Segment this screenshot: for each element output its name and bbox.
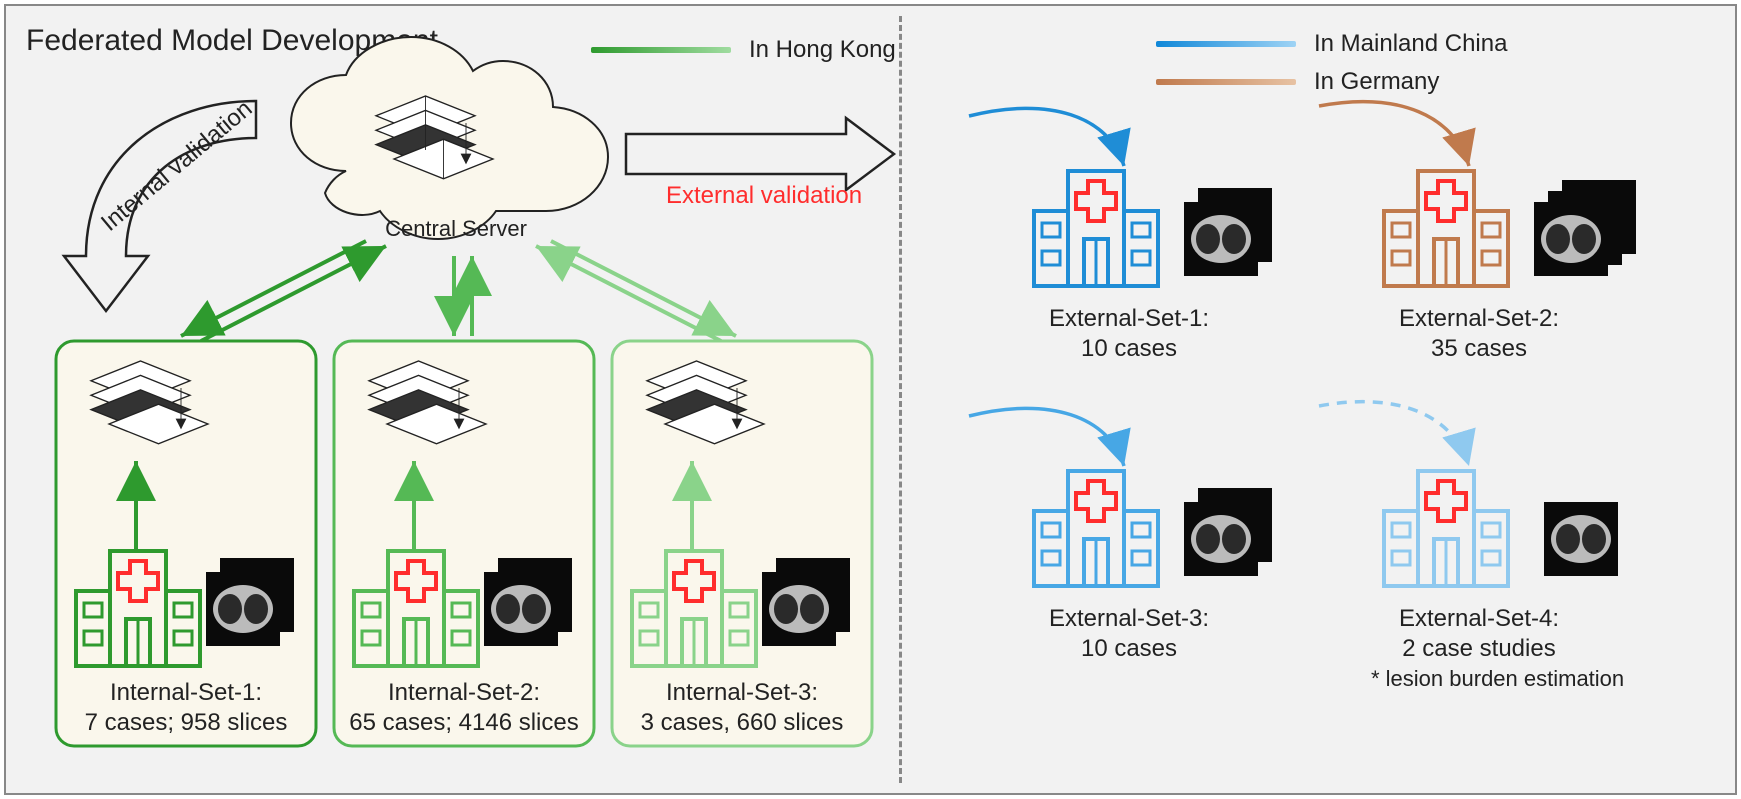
external4-label: External-Set-4: 2 case studies [1349,604,1609,664]
external-site-1 [1034,171,1272,286]
arrow-ext1 [969,108,1124,166]
internal2-label: Internal-Set-2: 65 cases; 4146 slices [334,678,594,738]
internal3-label: Internal-Set-3: 3 cases, 660 slices [612,678,872,738]
external2-label: External-Set-2: 35 cases [1349,304,1609,364]
figure-root: Federated Model Development In Hong Kong… [4,4,1737,795]
hospital-icon [1034,171,1158,286]
external-site-3 [1034,471,1272,586]
external1-label: External-Set-1: 10 cases [999,304,1259,364]
link-server-internal1 [181,241,386,341]
external-site-2 [1384,171,1636,286]
external3-label: External-Set-3: 10 cases [999,604,1259,664]
ct-scan-icon [1184,188,1272,276]
arrow-ext3 [969,408,1124,466]
arrow-ext2 [1319,102,1469,166]
link-server-internal3 [536,241,736,341]
external4-note: * lesion burden estimation [1371,666,1624,692]
external-site-4 [1384,471,1618,586]
external-validation-label: External validation [666,182,862,210]
internal1-label: Internal-Set-1: 7 cases; 958 slices [56,678,316,738]
central-server-cloud [291,37,608,239]
external-validation-arrow [626,118,894,190]
arrow-ext4 [1319,402,1469,466]
link-server-internal2 [454,256,472,336]
central-server-label: Central Server [346,216,566,242]
